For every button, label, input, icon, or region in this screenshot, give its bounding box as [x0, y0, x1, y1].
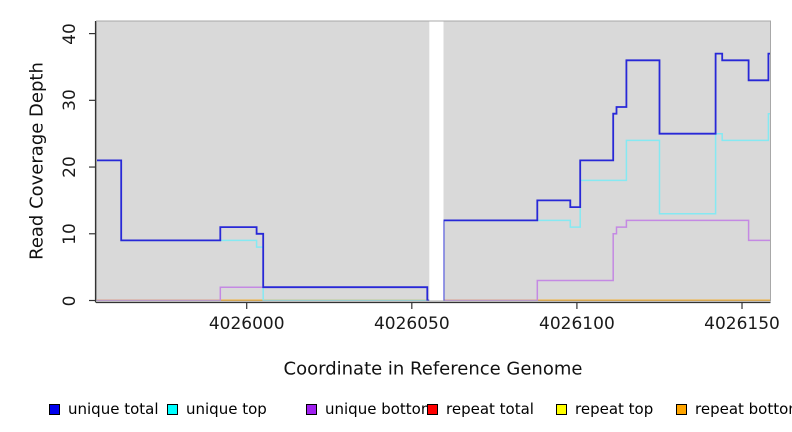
x-tick-label-4026000: 4026000 [208, 314, 285, 334]
y-tick-label-40: 40 [60, 22, 80, 45]
legend-label-unique-top: unique top [186, 400, 267, 418]
legend-item-repeat-total: repeat total [427, 400, 534, 418]
y-tick-label-0: 0 [60, 295, 80, 306]
x-tick-label-4026050: 4026050 [373, 314, 450, 334]
legend-label-repeat-total: repeat total [446, 400, 534, 418]
legend-swatch-unique-total [49, 403, 60, 415]
legend-item-unique-top: unique top [167, 400, 267, 418]
legend-swatch-repeat-top [556, 403, 567, 415]
no-data-gap-band [429, 21, 444, 301]
series-line-unique-total-seg2 [442, 52, 771, 301]
legend-label-repeat-bottom: repeat bottom [695, 400, 792, 418]
y-tick-label-20: 20 [60, 156, 80, 178]
legend-label-repeat-top: repeat top [575, 400, 654, 418]
legend-item-repeat-bottom: repeat bottom [676, 400, 792, 418]
series-line-unique-top-seg2 [442, 112, 771, 301]
x-tick-label-4026150: 4026150 [704, 314, 780, 334]
x-tick-label-4026100: 4026100 [539, 314, 615, 334]
legend-swatch-repeat-bottom [676, 403, 687, 415]
y-tick-label-30: 30 [60, 89, 80, 112]
x-axis-title: Coordinate in Reference Genome [283, 358, 583, 380]
series-line-unique-total-seg1 [96, 159, 430, 302]
plot-border [96, 20, 771, 302]
legend-swatch-repeat-total [427, 403, 438, 415]
legend-swatch-unique-bottom [306, 403, 317, 415]
y-axis-title: Read Coverage Depth [26, 62, 48, 260]
legend-item-repeat-top: repeat top [556, 400, 653, 418]
legend-swatch-unique-top [167, 403, 178, 415]
y-tick-label-10: 10 [60, 222, 80, 245]
legend-label-unique-total: unique total [68, 400, 159, 418]
series-line-unique-bottom-seg2 [443, 219, 771, 302]
legend-item-unique-bottom: unique bottom [306, 400, 435, 418]
legend-label-unique-bottom: unique bottom [325, 400, 436, 418]
legend-item-unique-total: unique total [49, 400, 159, 418]
